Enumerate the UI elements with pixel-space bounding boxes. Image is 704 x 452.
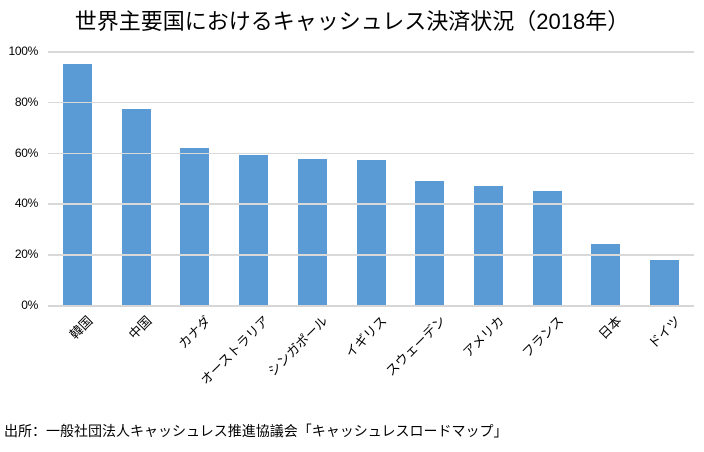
bar-2 bbox=[121, 108, 151, 305]
gridline bbox=[48, 254, 694, 256]
bar-6 bbox=[356, 160, 386, 305]
y-axis-tick-label: 0% bbox=[21, 298, 38, 312]
category-column: シンガポール bbox=[265, 51, 342, 379]
y-axis-tick-label: 20% bbox=[14, 247, 38, 262]
gridline bbox=[48, 101, 694, 104]
bar-3 bbox=[180, 147, 210, 305]
x-axis-category-label: カナダ bbox=[175, 313, 214, 352]
bar-9 bbox=[532, 191, 562, 305]
category-column: 韓国 bbox=[48, 51, 107, 342]
bar-4 bbox=[239, 154, 269, 305]
category-column: イギリス bbox=[342, 51, 401, 360]
category-column: 中国 bbox=[107, 51, 166, 342]
x-axis-category-label: スウェーデン bbox=[382, 313, 449, 379]
gridline bbox=[48, 152, 694, 155]
gridline bbox=[48, 51, 694, 53]
y-axis-tick-label: 60% bbox=[14, 145, 38, 160]
x-axis-category-label: イギリス bbox=[342, 313, 390, 361]
category-column: アメリカ bbox=[459, 51, 518, 360]
source-note: 出所：一般社団法人キャッシュレス推進協議会「キャッシュレスロードマップ」 bbox=[4, 423, 508, 439]
category-column: ドイツ bbox=[635, 51, 694, 351]
category-column: スウェーデン bbox=[383, 51, 459, 379]
bar-series: 韓国 中国 カナダ オーストラリア シンガポール イギリス スウェーデン アメリカ フランス 日本… bbox=[48, 51, 694, 388]
category-column: カナダ bbox=[165, 51, 224, 351]
bar-7 bbox=[415, 180, 445, 305]
gridline bbox=[48, 203, 694, 205]
x-axis-category-label: 韓国 bbox=[66, 313, 96, 343]
y-axis-tick-label: 100% bbox=[8, 44, 39, 58]
x-axis-category-label: 中国 bbox=[125, 313, 155, 343]
bar-1 bbox=[62, 64, 92, 305]
x-axis-category-label: フランス bbox=[518, 313, 566, 361]
y-axis-tick-label: 40% bbox=[14, 196, 38, 211]
bar-5 bbox=[297, 158, 327, 305]
bar-10 bbox=[591, 243, 621, 305]
category-column: オーストラリア bbox=[198, 51, 283, 388]
chart-title: 世界主要国におけるキャッシュレス決済状況（2018年） bbox=[74, 9, 630, 34]
x-axis-category-label: アメリカ bbox=[460, 313, 508, 360]
x-axis-category-label: シンガポール bbox=[265, 313, 331, 379]
x-axis-category-label: 日本 bbox=[595, 313, 625, 343]
plot-area: 韓国 中国 カナダ オーストラリア シンガポール イギリス スウェーデン アメリカ フランス 日本… bbox=[9, 44, 694, 388]
x-axis-category-label: ドイツ bbox=[645, 313, 684, 352]
bar-8 bbox=[474, 185, 503, 305]
category-column: フランス bbox=[518, 51, 577, 360]
y-axis-tick-label: 80% bbox=[14, 94, 38, 109]
category-column: 日本 bbox=[577, 51, 636, 342]
bar-11 bbox=[650, 259, 680, 305]
